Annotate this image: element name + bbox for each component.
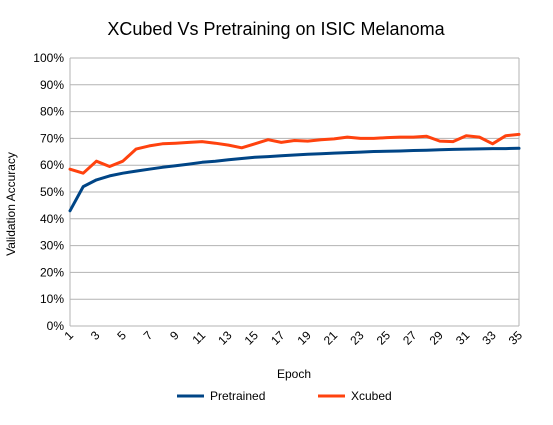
- legend: Pretrained Xcubed: [177, 389, 392, 403]
- x-tick-label: 7: [141, 328, 156, 343]
- y-tick-labels: 0% 10% 20% 30% 40% 50% 60% 70% 80% 90% 100%: [33, 51, 64, 333]
- x-tick-label: 29: [427, 328, 447, 348]
- x-tick-label: 27: [400, 328, 420, 348]
- x-tick-label: 9: [167, 328, 182, 343]
- x-tick-label: 11: [189, 328, 208, 347]
- x-tick-label: 15: [242, 328, 262, 348]
- x-tick-label: 35: [506, 328, 526, 348]
- x-tick-label: 13: [215, 328, 235, 348]
- y-tick-label: 0%: [47, 319, 65, 333]
- y-tick-label: 80%: [40, 105, 64, 119]
- x-tick-label: 31: [453, 328, 473, 348]
- y-tick-label: 90%: [40, 78, 64, 92]
- x-tick-label: 33: [479, 328, 499, 348]
- grid-lines: [69, 57, 520, 327]
- y-tick-label: 50%: [40, 185, 64, 199]
- x-tick-label: 3: [88, 328, 103, 343]
- series-line-xcubed: [68, 132, 521, 175]
- x-tick-label: 21: [321, 328, 341, 348]
- y-tick-label: 10%: [40, 292, 64, 306]
- x-tick-label: 1: [61, 328, 76, 343]
- y-tick-label: 30%: [40, 239, 64, 253]
- x-tick-label: 25: [374, 328, 394, 348]
- chart-title: XCubed Vs Pretraining on ISIC Melanoma: [107, 19, 445, 39]
- y-tick-label: 40%: [40, 212, 64, 226]
- series-lines: [68, 132, 521, 213]
- x-tick-label: 5: [114, 328, 129, 343]
- x-tick-label: 17: [268, 328, 288, 348]
- x-tick-labels: 1 3 5 7 9 11 13 15 17 19 21 23 25 27 29 31 33 35: [61, 328, 525, 348]
- y-tick-label: 70%: [40, 131, 64, 145]
- series-line-pretrained: [68, 146, 521, 213]
- x-axis-label: Epoch: [277, 367, 311, 381]
- y-tick-label: 60%: [40, 158, 64, 172]
- y-axis-label: Validation Accuracy: [4, 152, 18, 256]
- y-tick-label: 20%: [40, 265, 64, 279]
- legend-label-pretrained: Pretrained: [210, 389, 265, 403]
- y-tick-label: 100%: [33, 51, 64, 65]
- x-tick-label: 23: [347, 328, 367, 348]
- x-tick-label: 19: [294, 328, 314, 348]
- legend-label-xcubed: Xcubed: [351, 389, 392, 403]
